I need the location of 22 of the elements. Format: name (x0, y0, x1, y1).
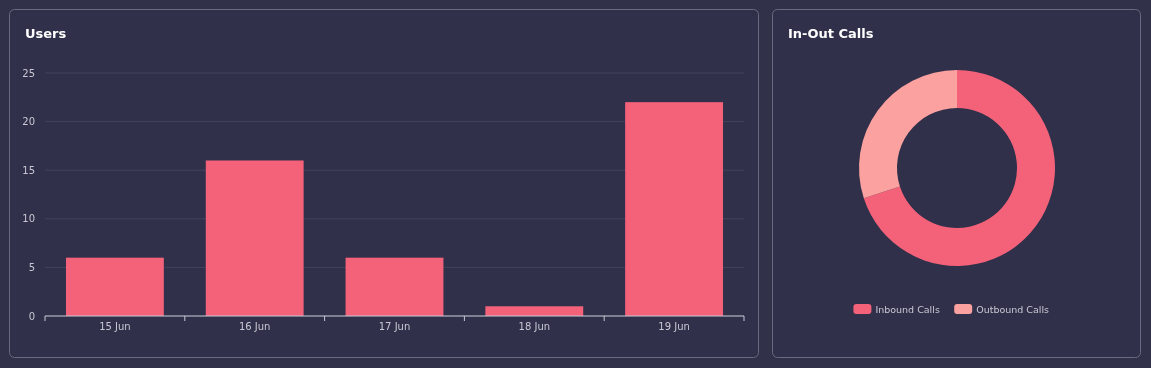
chart-title: Users (25, 26, 67, 41)
y-tick-label: 5 (28, 261, 35, 273)
donut-slice (863, 70, 1055, 266)
y-tick-label: 25 (22, 67, 35, 79)
y-tick-label: 0 (28, 310, 35, 322)
x-tick-label: 15 Jun (99, 321, 131, 332)
bar (345, 257, 444, 316)
legend-label: Inbound Calls (875, 303, 940, 315)
chart-title: In-Out Calls (788, 26, 874, 41)
x-tick-label: 19 Jun (658, 321, 690, 332)
legend-label: Outbound Calls (976, 303, 1050, 315)
x-tick-label: 16 Jun (238, 321, 271, 332)
y-tick-label: 20 (22, 116, 35, 128)
bar (485, 306, 584, 316)
y-tick-label: 10 (22, 213, 35, 225)
bar (625, 102, 724, 316)
y-tick-label: 15 (22, 164, 35, 176)
bar (65, 257, 164, 316)
donut-slice (859, 70, 957, 199)
x-tick-label: 17 Jun (378, 321, 411, 332)
bar (205, 160, 304, 316)
x-tick-label: 18 Jun (518, 321, 551, 332)
